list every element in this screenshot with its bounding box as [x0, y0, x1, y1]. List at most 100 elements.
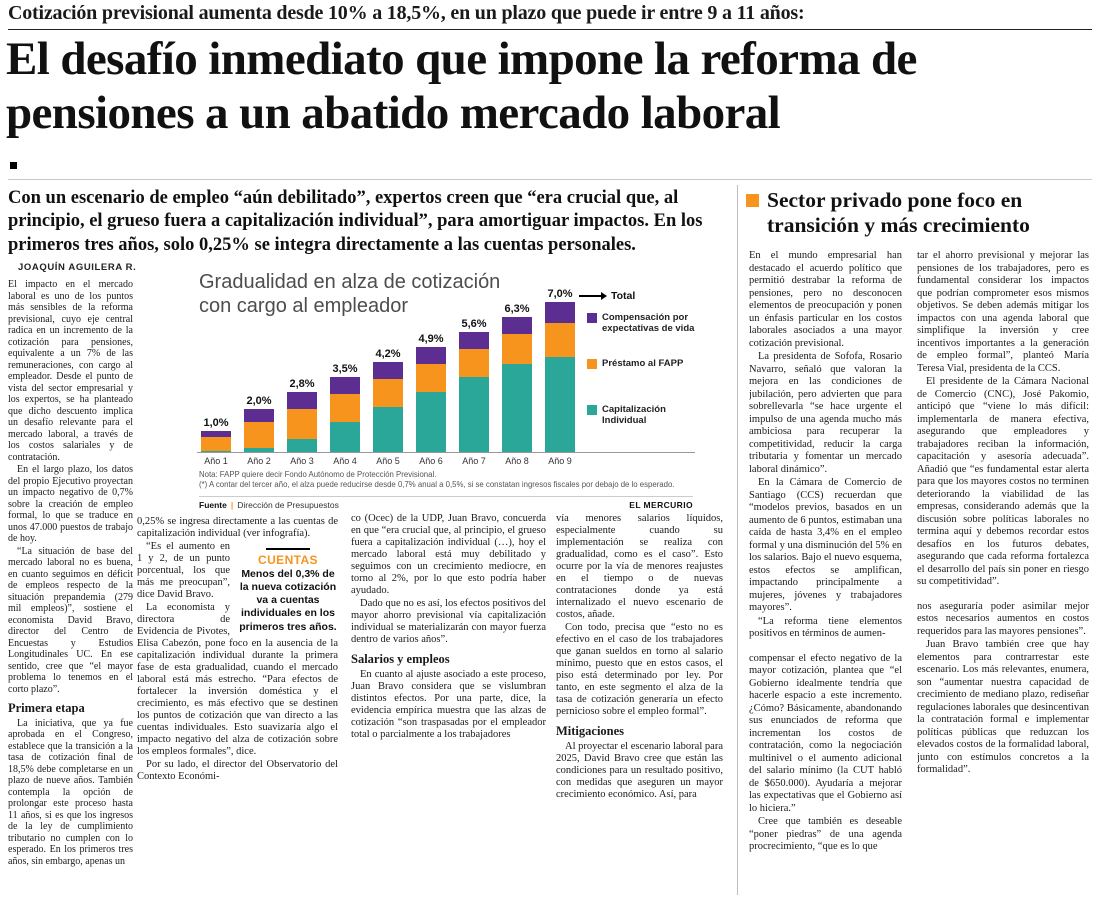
source-separator: | [230, 500, 234, 510]
x-axis-label: Año 1 [204, 456, 228, 466]
bar-segment [373, 378, 403, 407]
kicker-rule [8, 29, 1092, 30]
bar-value-label: 7,0% [547, 287, 573, 300]
bar-value-label: 4,9% [418, 332, 444, 345]
bar-segment [502, 333, 532, 364]
article-continuation-1: compensar el efecto negativo de la mayor… [749, 653, 902, 854]
legend-label: Capitalización Individual [602, 404, 666, 427]
bar-segment [287, 409, 317, 440]
source-name: Dirección de Presupuestos [237, 500, 339, 510]
chart-bars: 1,0% 2,0% 2,8% 3,5% 4,2% 4,9% 5,6% 6,3% 7,0% [201, 286, 575, 452]
bar-segment [244, 409, 274, 422]
legend-swatch-purple [587, 313, 597, 323]
bar-segment [502, 363, 532, 452]
infographic-chart: Gradualidad en alza de cotización con ca… [185, 262, 705, 512]
total-label: Total [611, 290, 636, 302]
article-paragraph: En el largo plazo, los datos del propio … [8, 464, 133, 544]
article-continuation-2: nos aseguraría poder asimilar mejor esto… [917, 601, 1089, 777]
article-paragraph: La economista y directora de Evidencia d… [137, 602, 338, 757]
cuentas-pullquote-box: CUENTAS Menos del 0,3% de la nueva cotiz… [238, 544, 338, 634]
x-axis-label: Año 4 [333, 456, 357, 466]
chart-source-row: Fuente | Dirección de Presupuestos EL MERC… [199, 496, 693, 510]
chart-x-axis: Año 1 Año 2 Año 3 Año 4 Año 5 Año 6 Año 7 Año 8… [201, 456, 575, 466]
bar-segment [416, 346, 446, 364]
sidebar-paragraph: La presidenta de Sofofa, Rosario Navarro… [749, 351, 902, 475]
bar-2: 2,0% [244, 395, 274, 452]
bar-segment [416, 363, 446, 392]
bar-segment [330, 421, 360, 452]
bar-6: 4,9% [416, 333, 446, 452]
article-paragraph: Dado que no es así, los efectos positivo… [351, 598, 546, 645]
bar-5: 4,2% [373, 348, 403, 452]
legend-swatch-teal [587, 405, 597, 415]
bar-segment [459, 331, 489, 349]
article-paragraph: vía menores salarios líquidos, especialm… [556, 513, 723, 620]
bar-8: 6,3% [502, 303, 532, 452]
bar-segment [502, 316, 532, 334]
article-paragraph: Cree que también es deseable “poner pied… [749, 816, 902, 852]
article-paragraph: Al proyectar el escenario laboral para 2… [556, 740, 723, 800]
article-column-3: co (Ocec) de la UDP, Juan Bravo, concuer… [351, 513, 546, 895]
x-axis-label: Año 7 [462, 456, 486, 466]
chart-baseline [197, 452, 695, 453]
chart-source: Fuente | Dirección de Presupuestos [199, 500, 339, 510]
bar-segment [244, 421, 274, 448]
arrow-icon [601, 292, 607, 300]
bar-segment [330, 393, 360, 422]
chart-title: Gradualidad en alza de cotización con ca… [199, 271, 501, 318]
bar-segment [201, 436, 231, 451]
bar-9: 7,0% [545, 288, 575, 452]
bar-segment [287, 439, 317, 452]
byline: JOAQUÍN AGUILERA R. [18, 262, 137, 273]
article-column-1: El impacto en el mercado laboral es uno … [8, 279, 133, 895]
sidebar-headline-block: Sector privado pone foco en transición y… [746, 188, 1092, 237]
subhead-salarios-y-empleos: Salarios y empleos [351, 652, 450, 666]
arrow-icon [579, 295, 601, 297]
section-marker-square [10, 162, 17, 169]
x-axis-label: Año 2 [247, 456, 271, 466]
sidebar-paragraph: tar el ahorro previsional y mejorar las … [917, 250, 1089, 374]
chart-notes: Nota: FAPP quiere decir Fondo Autónomo d… [199, 470, 693, 490]
bar-value-label: 4,2% [375, 347, 401, 360]
article-paragraph: “Es el aumento en 1 y 2, de un punto por… [137, 541, 230, 600]
article-paragraph: En cuanto al ajuste asociado a este proc… [351, 668, 546, 740]
legend-swatch-orange [587, 359, 597, 369]
article-paragraph: La iniciativa, que ya fue aprobada en el… [8, 717, 133, 867]
bar-segment [545, 323, 575, 358]
legend-item-capitalizacion: Capitalización Individual [587, 404, 699, 426]
sidebar-column-1: En el mundo empresarial han destacado el… [749, 250, 902, 895]
bar-segment [287, 391, 317, 410]
subhead-mitigaciones: Mitigaciones [556, 724, 625, 738]
x-axis-label: Año 9 [548, 456, 572, 466]
subhead-primera-etapa: Primera etapa [8, 701, 85, 715]
sidebar-paragraph: En la Cámara de Comercio de Santiago (CC… [749, 477, 902, 613]
sidebar-paragraph: El presidente de la Cámara Nacional de C… [917, 376, 1089, 587]
main-headline: El desafío inmediato que impone la refor… [6, 33, 917, 139]
bar-value-label: 3,5% [332, 362, 358, 375]
bar-3: 2,8% [287, 378, 317, 452]
sidebar-column-2: tar el ahorro previsional y mejorar las … [917, 250, 1089, 895]
bar-segment [373, 406, 403, 452]
kicker: Cotización previsional aumenta desde 10%… [8, 2, 805, 24]
bar-segment [201, 430, 231, 437]
sidebar-paragraph: “La reforma tiene elementos positivos en… [749, 615, 902, 640]
bar-segment [244, 447, 274, 452]
article-paragraph: Por su lado, el director del Observatori… [137, 759, 338, 782]
bar-segment [459, 348, 489, 377]
bar-7: 5,6% [459, 318, 489, 452]
bar-segment [459, 376, 489, 452]
horizontal-divider [8, 179, 1092, 180]
legend-label: Compensación por expectativas de vida [602, 312, 695, 335]
article-paragraph: Con todo, precisa que “esto no es efecti… [556, 622, 723, 717]
bar-4: 3,5% [330, 363, 360, 452]
bar-segment [545, 301, 575, 324]
vertical-divider [737, 185, 738, 895]
article-paragraph: nos aseguraría poder asimilar mejor esto… [917, 600, 1089, 637]
article-paragraph: co (Ocec) de la UDP, Juan Bravo, concuer… [351, 513, 546, 596]
orange-square-bullet-icon [746, 194, 759, 207]
bar-value-label: 2,8% [289, 377, 315, 390]
article-paragraph: El impacto en el mercado laboral es uno … [8, 279, 133, 463]
x-axis-label: Año 3 [290, 456, 314, 466]
paper-credit: EL MERCURIO [629, 500, 693, 510]
lead-paragraph: Con un escenario de empleo “aún debilita… [8, 188, 703, 255]
